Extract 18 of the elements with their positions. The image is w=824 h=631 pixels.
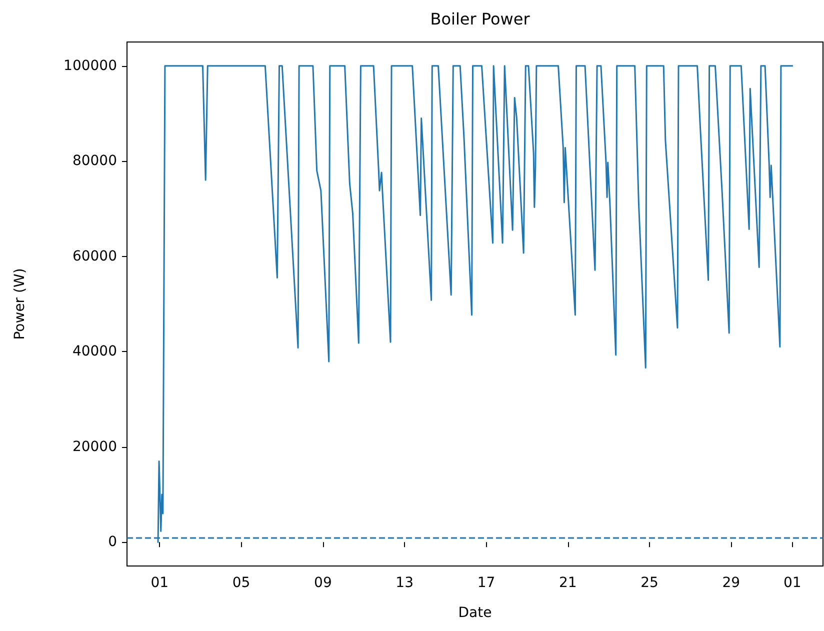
x-tick-label: 21: [558, 575, 577, 591]
x-tick-label: 29: [722, 575, 740, 591]
x-tick-label: 13: [396, 575, 414, 591]
y-tick-label: 100000: [64, 58, 117, 74]
x-tick-label: 05: [232, 575, 250, 591]
y-tick-label: 20000: [72, 438, 117, 455]
x-tick-label: 09: [314, 575, 332, 591]
x-tick-label: 25: [640, 575, 658, 591]
x-tick-label: 01: [783, 575, 802, 591]
x-tick-label: 17: [477, 575, 496, 591]
x-tick-label: 01: [150, 575, 169, 591]
chart-title: Boiler Power: [430, 10, 530, 28]
y-tick-label: 80000: [72, 153, 117, 170]
y-axis-title: Power (W): [12, 268, 28, 340]
y-tick-label: 0: [108, 534, 117, 550]
y-tick-label: 60000: [72, 248, 117, 264]
y-tick-label: 40000: [72, 344, 117, 360]
x-axis-title: Date: [458, 605, 492, 621]
